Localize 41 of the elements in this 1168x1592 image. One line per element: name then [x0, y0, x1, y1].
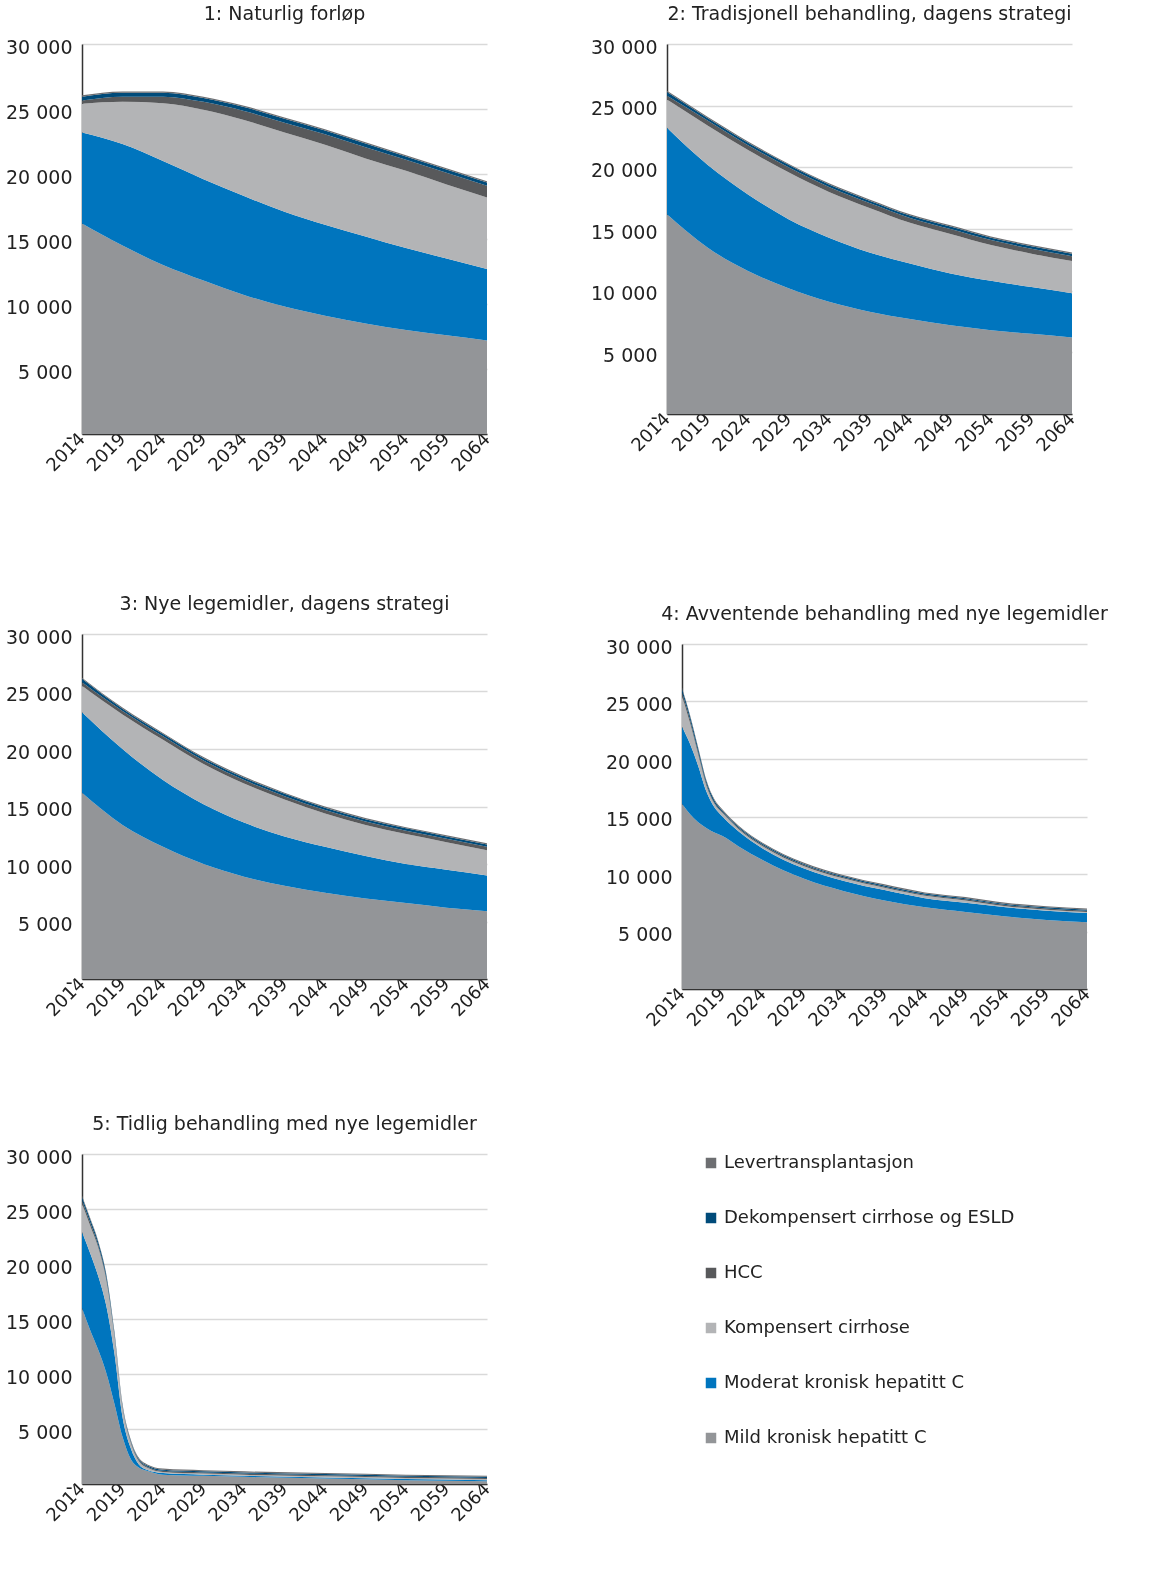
- chart-title: 5: Tidlig behandling med nye legemidler: [92, 1112, 477, 1134]
- y-tick-label: 5 000: [618, 923, 673, 945]
- y-tick-label: 20 000: [591, 158, 658, 181]
- y-tick-label: 5 000: [18, 360, 73, 383]
- chart-title: 3: Nye legemidler, dagens strategi: [119, 592, 450, 614]
- y-tick-label: 30 000: [6, 1145, 73, 1168]
- chart-title: 1: Naturlig forløp: [203, 2, 366, 24]
- y-tick-label: 15 000: [6, 798, 73, 820]
- y-tick-label: 10 000: [591, 282, 658, 305]
- y-tick-label: 20 000: [6, 165, 73, 188]
- y-tick-label: 25 000: [591, 97, 658, 120]
- chart-title: 4: Avventende behandling med nye legemidler: [661, 602, 1108, 624]
- legend-label: Kompensert cirrhose: [724, 1316, 910, 1337]
- y-tick-label: 20 000: [606, 750, 673, 773]
- legend-label: Moderat kronisk hepatitt C: [724, 1371, 965, 1392]
- y-tick-label: 30 000: [6, 35, 73, 58]
- y-tick-label: 10 000: [6, 855, 73, 878]
- y-tick-label: 30 000: [6, 625, 73, 648]
- y-tick-label: 5 000: [18, 913, 73, 935]
- y-tick-label: 10 000: [6, 1365, 73, 1388]
- y-tick-label: 30 000: [606, 635, 673, 658]
- y-tick-label: 10 000: [6, 295, 73, 318]
- legend-label: Mild kronisk hepatitt C: [724, 1426, 927, 1447]
- legend-label: HCC: [724, 1261, 763, 1282]
- chart-title: 2: Tradisjonell behandling, dagens strategi: [667, 2, 1072, 24]
- y-tick-label: 15 000: [606, 808, 673, 830]
- y-tick-label: 5 000: [603, 343, 658, 366]
- y-tick-label: 20 000: [6, 1255, 73, 1278]
- y-tick-label: 5 000: [18, 1420, 73, 1443]
- legend-label: Dekompensert cirrhose og ESLD: [724, 1206, 1015, 1227]
- y-tick-label: 10 000: [606, 865, 673, 888]
- y-tick-label: 25 000: [6, 683, 73, 705]
- y-tick-label: 25 000: [6, 100, 73, 123]
- y-tick-label: 15 000: [6, 1310, 73, 1333]
- y-tick-label: 20 000: [6, 740, 73, 763]
- y-tick-label: 25 000: [606, 693, 673, 715]
- y-tick-label: 25 000: [6, 1200, 73, 1223]
- y-tick-label: 15 000: [6, 230, 73, 253]
- y-tick-label: 15 000: [591, 220, 658, 243]
- y-tick-label: 30 000: [591, 35, 658, 58]
- legend-label: Levertransplantasjon: [724, 1151, 914, 1172]
